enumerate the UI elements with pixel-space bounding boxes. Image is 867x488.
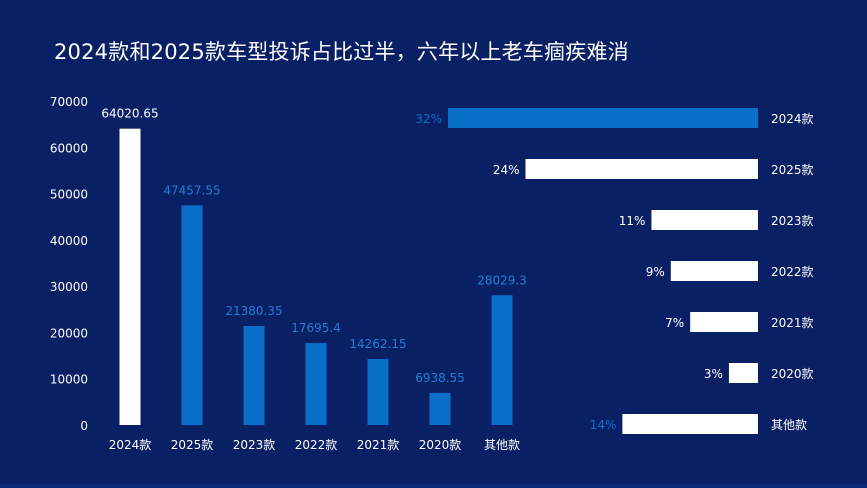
vertical-bar-6 [491, 295, 513, 425]
y-tick-label-6: 60000 [50, 141, 88, 155]
vertical-value-label-3: 17695.4 [291, 321, 341, 335]
horizontal-value-label-4: 7% [665, 316, 684, 330]
vertical-value-label-6: 28029.3 [477, 273, 527, 287]
vertical-bar-0 [119, 128, 141, 425]
vertical-bar-4 [367, 358, 389, 425]
vertical-bar-3 [305, 343, 327, 425]
horizontal-category-label-3: 2022款 [771, 265, 814, 279]
vertical-bar-2 [243, 326, 265, 425]
y-tick-label-1: 10000 [50, 373, 88, 387]
x-category-label-1: 2025款 [171, 438, 214, 452]
x-category-label-2: 2023款 [233, 438, 276, 452]
vertical-value-label-4: 14262.15 [349, 337, 406, 351]
vertical-value-label-5: 6938.55 [415, 371, 465, 385]
vertical-value-label-0: 64020.65 [101, 107, 158, 121]
x-category-label-5: 2020款 [419, 438, 462, 452]
horizontal-bar-0 [448, 108, 758, 128]
horizontal-bar-4 [690, 312, 758, 332]
horizontal-bar-2 [651, 210, 758, 230]
vertical-bar-5 [429, 392, 451, 425]
page-title: 2024款和2025款车型投诉占比过半，六年以上老车痼疾难消 [54, 40, 629, 64]
horizontal-category-label-5: 2020款 [771, 367, 814, 381]
vertical-bar-1 [181, 205, 203, 425]
horizontal-bar-3 [670, 261, 758, 281]
horizontal-category-label-0: 2024款 [771, 112, 814, 126]
y-tick-label-3: 30000 [50, 280, 88, 294]
horizontal-value-label-1: 24% [493, 163, 520, 177]
horizontal-category-label-1: 2025款 [771, 163, 814, 177]
bottom-strip [0, 484, 867, 488]
horizontal-category-label-6: 其他款 [771, 418, 807, 432]
horizontal-value-label-2: 11% [619, 214, 646, 228]
y-tick-label-2: 20000 [50, 326, 88, 340]
horizontal-value-label-3: 9% [646, 265, 665, 279]
horizontal-category-label-4: 2021款 [771, 316, 814, 330]
horizontal-value-label-0: 32% [415, 112, 442, 126]
horizontal-bar-5 [728, 363, 758, 383]
y-tick-label-7: 70000 [50, 95, 88, 109]
horizontal-bar-6 [622, 414, 758, 434]
horizontal-category-label-2: 2023款 [771, 214, 814, 228]
horizontal-value-label-6: 14% [590, 418, 617, 432]
x-category-label-3: 2022款 [295, 438, 338, 452]
vertical-value-label-2: 21380.35 [225, 304, 282, 318]
x-category-label-4: 2021款 [357, 438, 400, 452]
y-tick-label-5: 50000 [50, 188, 88, 202]
horizontal-bar-1 [525, 159, 758, 179]
y-tick-label-0: 0 [80, 419, 88, 433]
horizontal-value-label-5: 3% [704, 367, 723, 381]
vertical-value-label-1: 47457.55 [163, 183, 220, 197]
y-tick-label-4: 40000 [50, 234, 88, 248]
x-category-label-0: 2024款 [109, 438, 152, 452]
x-category-label-6: 其他款 [484, 438, 520, 452]
